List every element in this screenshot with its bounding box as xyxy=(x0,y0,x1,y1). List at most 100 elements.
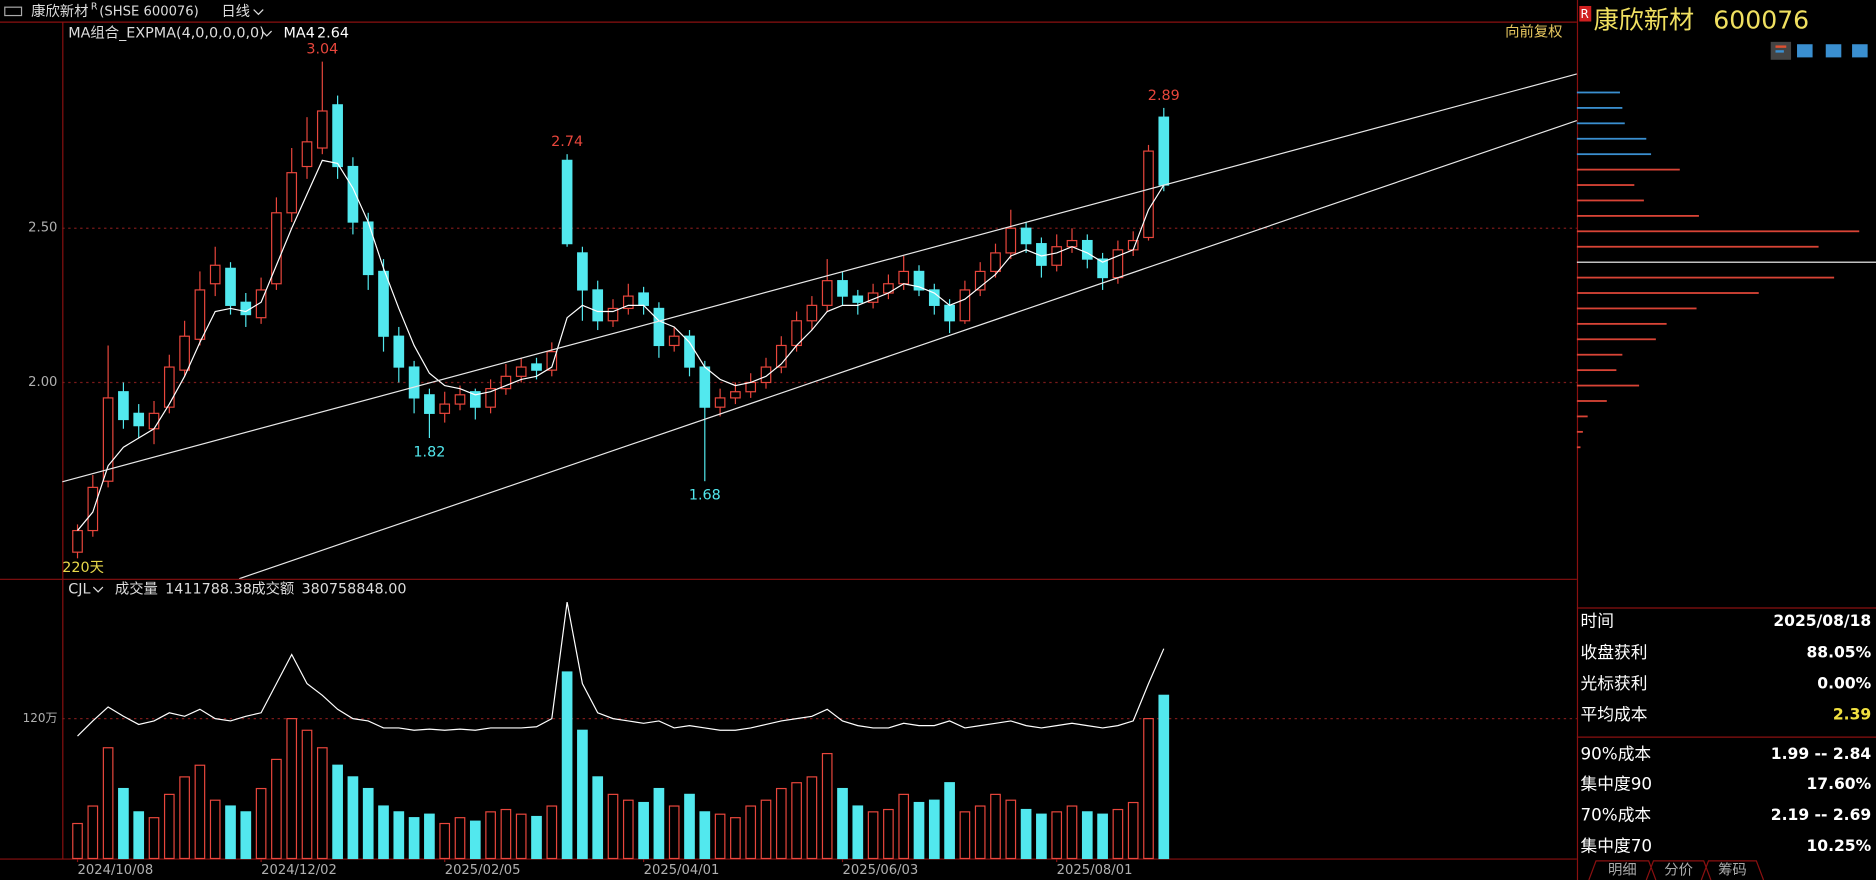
candle-body xyxy=(194,289,206,340)
info-label: 集中度70 xyxy=(1580,836,1652,856)
volume-bar xyxy=(194,764,206,860)
volume-bar xyxy=(1127,801,1139,860)
info-label: 时间 xyxy=(1580,611,1613,631)
info-label: 90%成本 xyxy=(1580,743,1651,763)
candle-body xyxy=(1066,239,1078,248)
volume-bar xyxy=(72,822,83,860)
volume-bar xyxy=(469,820,481,860)
tool-icon[interactable] xyxy=(1852,44,1868,58)
side-flag: R xyxy=(1580,7,1588,21)
volume-bar xyxy=(393,811,405,860)
extreme-label: 1.68 xyxy=(689,488,721,504)
volume-bar xyxy=(133,811,145,860)
candle-body xyxy=(607,307,619,322)
candle-body xyxy=(546,351,558,371)
tool-icon[interactable] xyxy=(1797,44,1813,58)
amount-label: 成交额 xyxy=(251,579,294,597)
volume-indicator[interactable]: CJL xyxy=(68,581,90,597)
menu-icon[interactable] xyxy=(4,6,23,17)
candle-body xyxy=(760,366,772,384)
volume-bar xyxy=(607,793,619,860)
volume-bar xyxy=(668,805,680,860)
volume-bar xyxy=(1081,811,1093,860)
volume-bar xyxy=(699,811,711,860)
candle-body xyxy=(179,335,190,371)
tool-icon[interactable] xyxy=(1775,45,1787,48)
candle-body xyxy=(821,280,833,306)
candle-body xyxy=(424,394,435,414)
volume-bar xyxy=(638,801,649,860)
y-tick-label: 2.50 xyxy=(28,221,57,236)
volume-bar xyxy=(883,808,894,860)
candle-body xyxy=(745,381,757,393)
volume-bar xyxy=(316,747,328,860)
volume-bar xyxy=(500,808,512,860)
volume-bar xyxy=(87,805,99,860)
candle-body xyxy=(378,270,389,337)
candle-body xyxy=(1143,150,1154,239)
candle-body xyxy=(362,221,374,276)
indicator[interactable]: MA组合_EXPMA(4,0,0,0,0,0) xyxy=(68,24,265,41)
candle-body xyxy=(577,252,588,291)
x-tick-label: 2025/06/03 xyxy=(843,863,919,878)
candle-body xyxy=(500,375,512,390)
chip-bar xyxy=(1576,230,1860,233)
tab-label[interactable]: 筹码 xyxy=(1718,861,1747,878)
chip-bar xyxy=(1576,430,1583,433)
chip-bar xyxy=(1576,353,1623,356)
tool-icon[interactable] xyxy=(1825,44,1842,58)
candle-body xyxy=(592,289,604,322)
tool-icon[interactable] xyxy=(1775,50,1784,53)
volume-bar xyxy=(408,817,420,860)
chip-bar xyxy=(1576,214,1699,217)
tab-label[interactable]: 明细 xyxy=(1608,861,1637,878)
info-label: 平均成本 xyxy=(1580,704,1647,724)
candle-body xyxy=(255,289,267,319)
tab-label[interactable]: 分价 xyxy=(1664,861,1693,878)
volume-bar xyxy=(531,815,542,860)
volume-bar xyxy=(301,729,313,860)
volume-bar xyxy=(378,805,389,860)
candle-body xyxy=(1020,227,1032,245)
candle-body xyxy=(898,270,910,285)
dropdown-arrow[interactable] xyxy=(253,9,264,16)
volume-bar xyxy=(1051,811,1063,860)
tabs: 明细 分价 筹码 xyxy=(1588,860,1765,880)
volume-bar xyxy=(821,752,833,860)
candle-body xyxy=(118,391,129,421)
candle-body xyxy=(974,270,986,291)
candle-body xyxy=(439,403,451,414)
volume-line xyxy=(77,601,1165,737)
tab-outline xyxy=(1588,860,1765,880)
candle-body xyxy=(469,391,481,408)
x-tick-label: 2024/12/02 xyxy=(261,863,337,878)
volume-bar xyxy=(148,817,160,860)
volume-bar xyxy=(1112,808,1124,860)
y-tick-label: 120万 xyxy=(23,711,58,725)
extreme-label: 3.04 xyxy=(306,42,338,58)
x-tick-label: 2025/02/05 xyxy=(445,863,521,878)
x-tick-label: 2025/04/01 xyxy=(644,863,720,878)
trendline xyxy=(62,73,1577,483)
chip-bar xyxy=(1576,184,1635,186)
volume-bar xyxy=(852,805,864,860)
volume-bar xyxy=(730,817,741,860)
volume-bar xyxy=(454,817,466,860)
dropdown-arrow[interactable] xyxy=(261,30,273,37)
candle-body xyxy=(163,366,175,408)
dropdown-arrow[interactable] xyxy=(92,586,104,593)
trendline xyxy=(239,119,1577,579)
chip-bar xyxy=(1576,446,1581,449)
info-value: 0.00% xyxy=(1817,674,1871,692)
volume-bar xyxy=(806,776,818,860)
info-value: 1.99 -- 2.84 xyxy=(1771,745,1872,763)
volume-bar xyxy=(362,787,374,860)
candle-body xyxy=(959,289,971,322)
volume-bar xyxy=(102,747,114,860)
volume-bar xyxy=(485,811,496,860)
adjust-mode[interactable]: 向前复权 xyxy=(1505,22,1562,40)
period[interactable]: 日线 xyxy=(221,3,250,20)
candle-body xyxy=(913,270,925,291)
